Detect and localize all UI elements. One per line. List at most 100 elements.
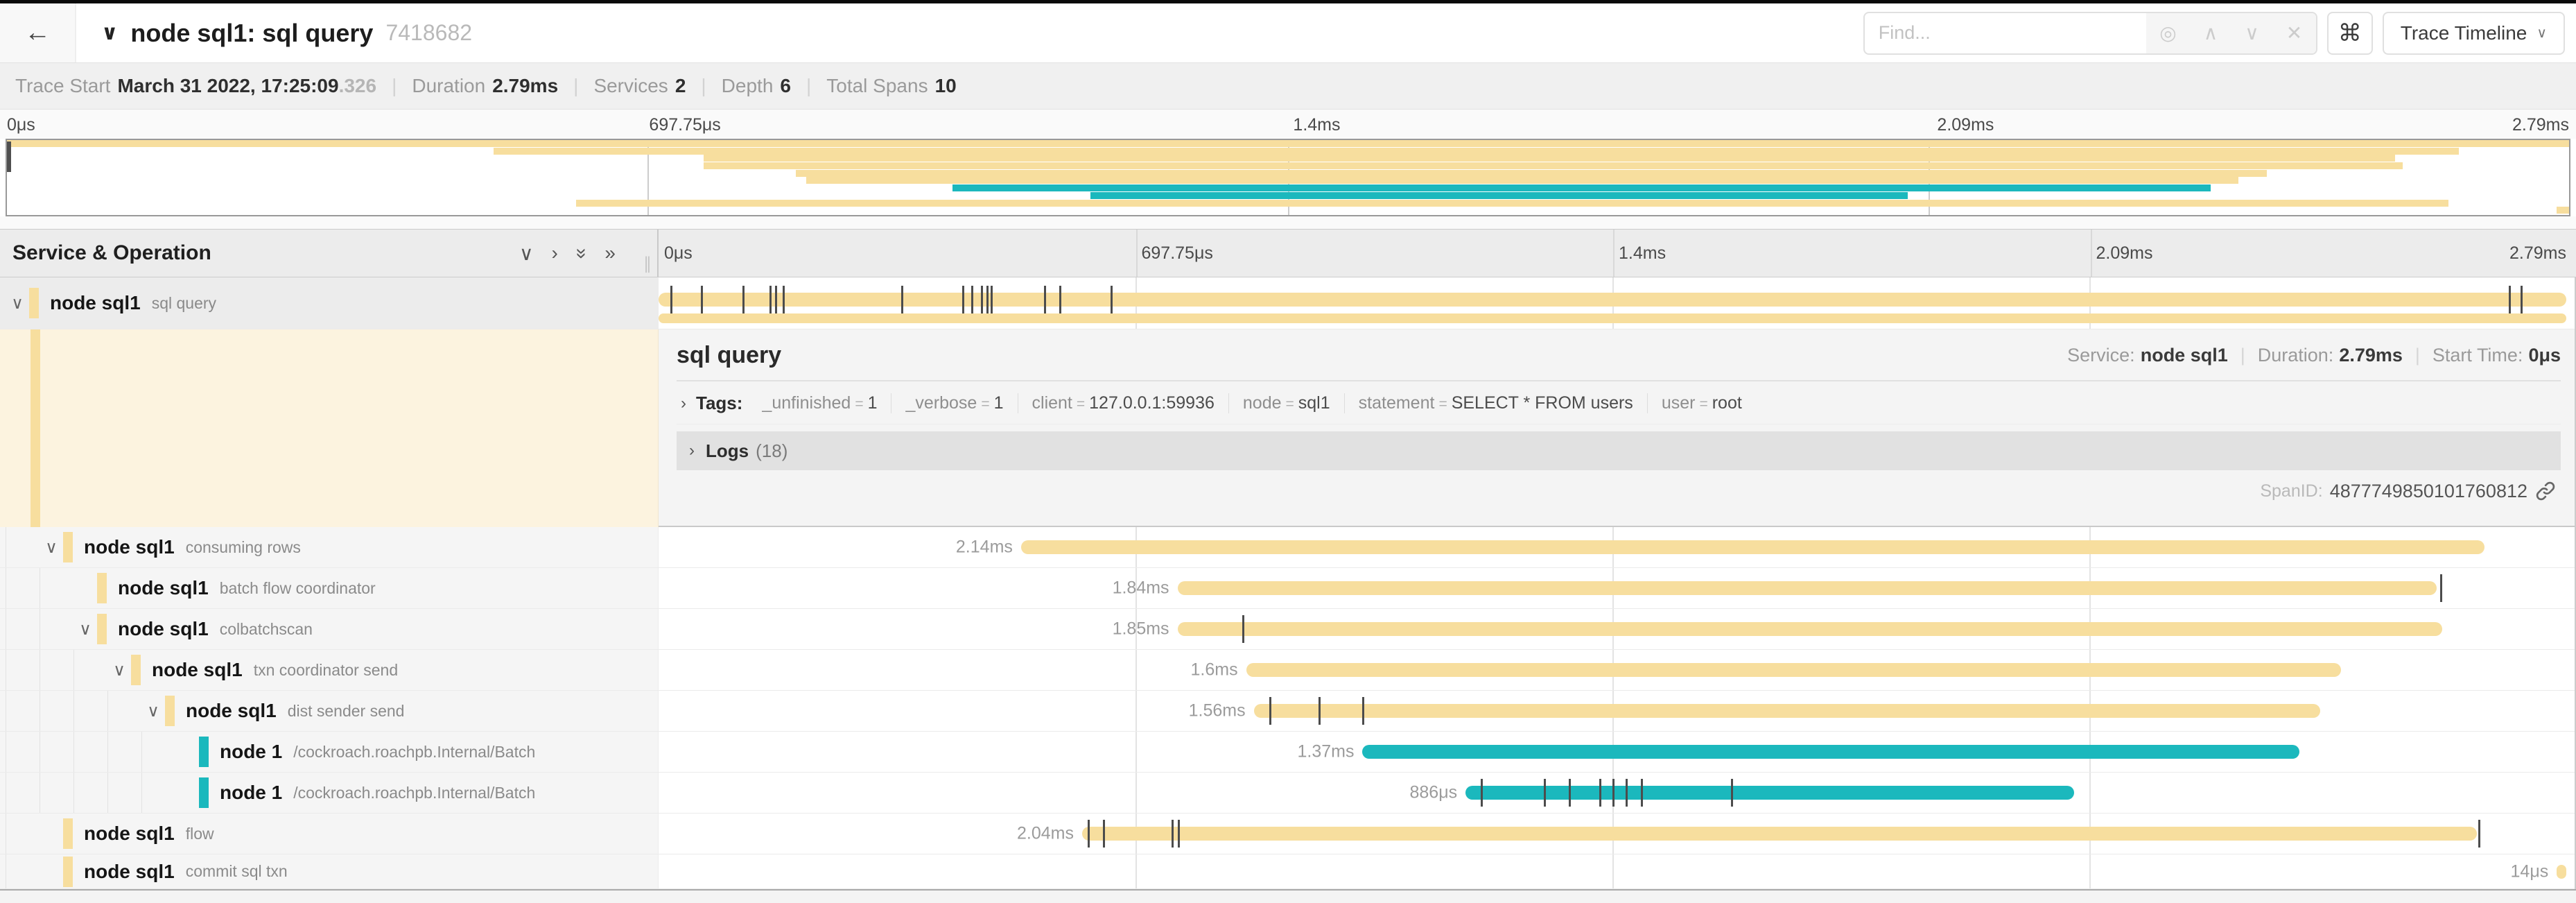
span-timeline-cell[interactable]: 1.56ms [659,691,2566,731]
span-bar[interactable] [1246,663,2342,677]
log-event-tick [1242,615,1245,643]
tag-item[interactable]: client = 127.0.0.1:59936 [1018,393,1229,413]
minimap-span-bar [575,199,2449,207]
span-timeline-cell[interactable]: 2.04ms [659,814,2566,854]
span-timeline-cell[interactable]: 1.37ms [659,732,2566,772]
tag-item[interactable]: _verbose = 1 [891,393,1018,413]
minimap-span-row [7,147,2569,155]
span-bar[interactable] [659,293,2566,307]
tag-key: client [1032,393,1072,413]
chevron-down-icon[interactable]: ∨ [11,293,24,313]
column-resize-grip[interactable]: ∥ [643,255,652,273]
span-row: node 1/cockroach.roachpb.Internal/Batch 8… [0,773,2575,814]
minimap-span-row [7,177,2569,184]
equals-sign: = [1285,396,1294,412]
collapse-one-icon[interactable]: ∨ [519,242,534,264]
span-service-name: node sql1 [84,860,175,882]
span-timeline-cell[interactable]: 14μs [659,854,2566,888]
keyboard-shortcuts-button[interactable]: ⌘ [2326,11,2373,55]
span-tree-item[interactable]: node 1/cockroach.roachpb.Internal/Batch [0,732,659,772]
indent-guide [6,568,40,608]
trace-collapse-caret-icon[interactable]: ∨ [101,22,119,44]
find-next-icon[interactable]: ∨ [2245,22,2259,44]
find-input[interactable] [1864,12,2146,53]
span-tree-item[interactable]: ∨ node sql1 dist sender send [0,691,659,731]
span-service-name: node sql1 [152,659,243,680]
span-timeline-cell[interactable]: 2.14ms [659,527,2566,567]
span-bar[interactable] [1465,786,2074,800]
log-event-tick [1088,820,1090,848]
span-operation-name: /cockroach.roachpb.Internal/Batch [293,742,536,761]
chevron-down-icon[interactable]: ∨ [113,660,125,680]
indent-guide [6,691,40,731]
chevron-down-icon[interactable]: ∨ [147,701,159,721]
span-bar[interactable] [1253,704,2320,718]
span-tree-item[interactable]: node sql1 batch flow coordinator [0,568,659,608]
span-row: node 1/cockroach.roachpb.Internal/Batch 1… [0,732,2575,773]
minimap-left-scrubber[interactable] [7,141,11,172]
tag-item[interactable]: user = root [1648,393,1756,413]
duration-value: 2.79ms [492,75,559,96]
indent-guide [6,814,40,854]
tags-accordion[interactable]: › Tags: _unfinished = 1 _verbose = 1 client = 12… [677,381,2561,424]
indent-guide [107,691,141,731]
span-duration-label: 1.37ms [1297,741,1355,762]
tag-item[interactable]: node = sql1 [1229,393,1345,413]
logs-accordion[interactable]: › Logs (18) [677,431,2561,470]
span-timeline-cell[interactable] [659,277,2566,329]
find-clear-icon[interactable]: ✕ [2286,22,2303,44]
chevron-down-icon[interactable]: ∨ [79,619,92,639]
expand-all-icon[interactable]: » [604,241,616,264]
log-event-tick [1481,779,1483,807]
span-duration-label: 2.14ms [955,537,1013,557]
span-timeline-cell[interactable]: 1.84ms [659,568,2566,608]
equals-sign: = [1076,396,1086,412]
log-event-tick [774,286,777,313]
trace-view-selector[interactable]: Trace Timeline ∨ [2382,11,2565,55]
indent-guide [40,650,73,690]
span-tree-item[interactable]: node sql1 commit sql txn [0,854,659,888]
span-service-name: node sql1 [84,536,175,558]
timeline-minimap[interactable] [6,139,2570,216]
minimap-gap [0,216,2576,229]
expand-one-icon[interactable]: › [551,241,558,264]
span-bar[interactable] [1020,540,2484,554]
span-timeline-cell[interactable]: 1.85ms [659,609,2566,649]
span-bar[interactable] [1177,622,2443,636]
span-color-bar [165,696,175,726]
minimap-span-bar [806,177,2239,184]
span-tree-item[interactable]: ∨ node sql1 consuming rows [0,527,659,567]
back-button[interactable]: ← [0,3,76,62]
span-bar[interactable] [2557,864,2566,879]
span-timeline-cell[interactable]: 1.6ms [659,650,2566,690]
span-operation-name: dist sender send [287,701,405,720]
span-tree-item[interactable]: ∨ node sql1 sql query [0,277,659,329]
log-event-tick [1599,779,1601,807]
tag-value: root [1712,393,1742,413]
tag-key: user [1661,393,1696,413]
find-prev-icon[interactable]: ∧ [2203,22,2218,44]
span-bar[interactable] [1177,581,2437,595]
span-timeline-cell[interactable]: 886μs [659,773,2566,813]
span-operation-name: colbatchscan [219,619,313,638]
minimap-span-bar [704,155,2395,162]
find-controls: ◎ ∧ ∨ ✕ [2146,12,2316,53]
span-tree-item[interactable]: ∨ node sql1 colbatchscan [0,609,659,649]
locate-icon[interactable]: ◎ [2159,22,2177,44]
timeline-tick-75: 2.09ms [2096,243,2153,263]
span-bar[interactable] [1081,827,2477,841]
log-event-tick [900,286,903,313]
collapse-all-icon[interactable]: » [571,248,593,259]
span-service-name: node sql1 [118,577,209,599]
chevron-down-icon[interactable]: ∨ [45,538,58,557]
span-tree-item[interactable]: node sql1 flow [0,814,659,854]
span-tree-item[interactable]: ∨ node sql1 txn coordinator send [0,650,659,690]
expand-chevron-icon[interactable]: › [681,393,686,413]
minimap-gridline [647,140,649,215]
span-bar[interactable] [1362,745,2299,759]
tag-item[interactable]: _unfinished = 1 [748,393,892,413]
tag-item[interactable]: statement = SELECT * FROM users [1345,393,1648,413]
copy-link-icon[interactable] [2534,480,2557,502]
span-tree-item[interactable]: node 1/cockroach.roachpb.Internal/Batch [0,773,659,813]
log-event-tick [990,286,993,313]
